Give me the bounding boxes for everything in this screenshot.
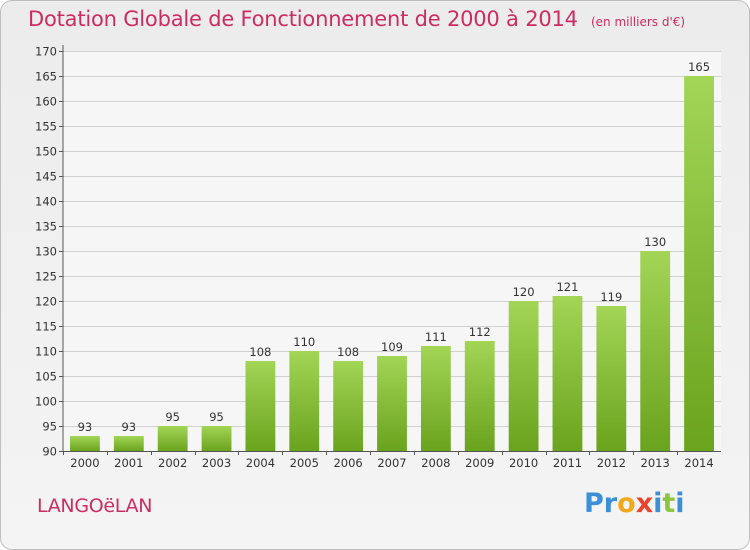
logo-letter: P xyxy=(584,488,604,519)
bar-2004 xyxy=(245,361,276,451)
x-tick-label-2000: 2000 xyxy=(70,456,99,470)
y-tick-label: 165 xyxy=(35,70,57,84)
value-label-2003: 95 xyxy=(209,410,224,424)
commune-name: LANGOëLAN xyxy=(37,495,153,517)
y-tick-label: 130 xyxy=(35,245,57,259)
bar-2000 xyxy=(70,436,100,451)
proxiti-logo: Proxiti xyxy=(584,488,685,519)
bar-2005 xyxy=(289,351,320,451)
value-label-2000: 93 xyxy=(78,420,93,434)
value-label-2009: 112 xyxy=(469,325,491,339)
logo-letter: i xyxy=(675,488,685,519)
logo-letter: t xyxy=(662,488,676,519)
y-tick-label: 150 xyxy=(35,145,57,159)
value-label-2005: 110 xyxy=(293,335,315,349)
x-tick-label-2001: 2001 xyxy=(114,456,143,470)
y-tick-label: 120 xyxy=(35,295,57,309)
bar-2013 xyxy=(640,251,671,451)
bars xyxy=(70,76,714,451)
x-tick-label-2008: 2008 xyxy=(421,456,450,470)
bar-2011 xyxy=(552,296,583,451)
value-label-2014: 165 xyxy=(688,60,710,74)
y-tick-label: 170 xyxy=(35,45,57,59)
y-tick-label: 110 xyxy=(35,345,57,359)
bar-2006 xyxy=(333,361,364,451)
chart-subtitle: (en milliers d'€) xyxy=(590,15,686,29)
bar-2014 xyxy=(684,76,714,451)
bar-2003 xyxy=(201,426,232,451)
x-tick-label-2002: 2002 xyxy=(158,456,187,470)
y-tick-label: 145 xyxy=(35,170,57,184)
value-label-2010: 120 xyxy=(513,285,535,299)
y-tick-label: 115 xyxy=(35,320,57,334)
x-tick-label-2006: 2006 xyxy=(333,456,362,470)
value-label-2013: 130 xyxy=(644,235,666,249)
logo-letter: o xyxy=(617,488,636,519)
x-axis-ticks: 2000 2001 2002 2003 2004 2005 2006 2007 2008 2009… xyxy=(63,451,714,470)
logo-letter: x xyxy=(635,488,654,519)
x-tick-label-2007: 2007 xyxy=(377,456,406,470)
bar-2012 xyxy=(596,306,627,451)
title-row: Dotation Globale de Fonctionnement de 20… xyxy=(28,7,685,31)
value-label-2002: 95 xyxy=(165,410,180,424)
x-tick-label-2004: 2004 xyxy=(246,456,275,470)
value-label-2008: 111 xyxy=(425,330,447,344)
y-tick-label: 140 xyxy=(35,195,57,209)
y-axis-ticks: 90 95 100 105 110 115 120 125 130 135 140 145 150 155… xyxy=(35,45,63,459)
bar-2010 xyxy=(508,301,539,451)
x-tick-label-2013: 2013 xyxy=(641,456,670,470)
value-labels: 93 93 95 95 108 110 108 109 111 112 120 121 119 130 16… xyxy=(78,60,710,434)
bar-2001 xyxy=(113,436,144,451)
logo-letter: i xyxy=(653,488,663,519)
y-tick-label: 125 xyxy=(35,270,57,284)
value-label-2011: 121 xyxy=(556,280,578,294)
y-tick-label: 95 xyxy=(42,420,57,434)
x-tick-label-2012: 2012 xyxy=(597,456,626,470)
logo-letter: r xyxy=(603,488,618,519)
y-tick-label: 90 xyxy=(42,445,57,459)
y-tick-label: 155 xyxy=(35,120,57,134)
value-label-2001: 93 xyxy=(121,420,136,434)
y-tick-label: 105 xyxy=(35,370,57,384)
bar-2008 xyxy=(420,346,451,451)
chart-title: Dotation Globale de Fonctionnement de 20… xyxy=(28,7,578,31)
x-tick-label-2011: 2011 xyxy=(553,456,582,470)
y-tick-label: 135 xyxy=(35,220,57,234)
x-tick-label-2005: 2005 xyxy=(290,456,319,470)
y-tick-label: 100 xyxy=(35,395,57,409)
x-tick-label-2014: 2014 xyxy=(684,456,713,470)
bar-2002 xyxy=(157,426,188,451)
bar-2009 xyxy=(464,341,495,451)
x-tick-label-2003: 2003 xyxy=(202,456,231,470)
value-label-2007: 109 xyxy=(381,340,403,354)
y-tick-label: 160 xyxy=(35,95,57,109)
x-tick-label-2010: 2010 xyxy=(509,456,538,470)
x-tick-label-2009: 2009 xyxy=(465,456,494,470)
value-label-2012: 119 xyxy=(600,290,622,304)
bar-2007 xyxy=(377,356,407,451)
value-label-2004: 108 xyxy=(249,345,271,359)
value-label-2006: 108 xyxy=(337,345,359,359)
